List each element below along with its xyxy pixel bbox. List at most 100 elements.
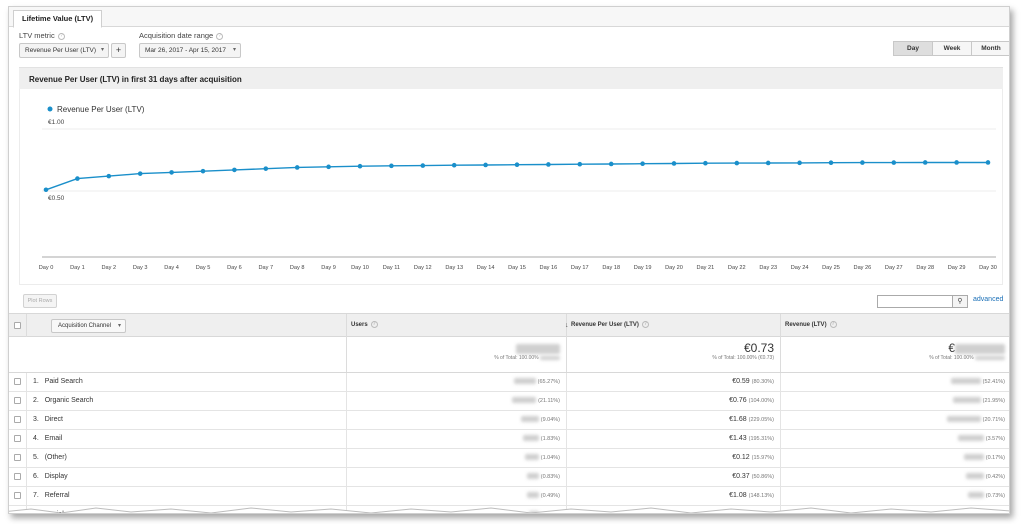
data-point [828, 160, 834, 166]
data-point [357, 163, 363, 169]
x-tick-label: Day 5 [196, 265, 211, 271]
channel-name[interactable]: Paid Search [44, 378, 83, 385]
users-pct: (65.27%) [537, 379, 560, 385]
date-range-dropdown[interactable]: Mar 26, 2017 - Apr 15, 2017 ▾ [139, 43, 241, 58]
rpu-cell: €0.12 (15.97%) [567, 449, 781, 467]
revenue-column-header[interactable]: Revenue (LTV)? [781, 314, 1009, 337]
channel-cell: 2. Organic Search [27, 392, 347, 410]
users-cell: (21.11%) [347, 392, 567, 410]
advanced-filter-link[interactable]: advanced [973, 296, 1004, 303]
totals-revenue-value: € [948, 341, 955, 355]
data-point [389, 163, 394, 169]
plot-rows-button[interactable]: Plot Rows [23, 294, 57, 308]
help-icon[interactable]: ? [57, 32, 65, 40]
ltv-metric-dropdown[interactable]: Revenue Per User (LTV) ▾ [19, 43, 109, 58]
row-checkbox-cell [9, 411, 27, 429]
table-row[interactable]: 5. (Other) (1.04%) €0.12 (15.97%) (0.17%) [9, 449, 1009, 468]
data-point [43, 187, 49, 193]
data-point [640, 161, 645, 167]
rpu-pct: (229.05%) [748, 417, 774, 423]
totals-revenue-cell: € % of Total: 100.00% [781, 337, 1009, 372]
row-checkbox[interactable] [14, 416, 21, 423]
granularity-week-button[interactable]: Week [932, 41, 972, 56]
row-checkbox[interactable] [14, 454, 21, 461]
redacted-value [522, 435, 539, 442]
search-icon[interactable]: ⚲ [953, 295, 968, 308]
torn-edge-decoration [9, 507, 1009, 513]
redacted-value [526, 492, 539, 499]
select-all-checkbox[interactable] [14, 322, 21, 329]
revenue-pct: (20.71%) [982, 417, 1005, 423]
date-range-label-text: Acquisition date range [139, 31, 214, 40]
revenue-pct: (0.73%) [985, 493, 1005, 499]
rpu-value: €0.37 [732, 473, 750, 480]
redacted-value [528, 511, 539, 513]
table-row[interactable]: 3. Direct (9.04%) €1.68 (229.05%) (20.71%… [9, 411, 1009, 430]
channel-cell: 3. Direct [27, 411, 347, 429]
x-tick-label: Day 25 [822, 265, 840, 271]
x-tick-label: Day 19 [634, 265, 652, 271]
table-row[interactable]: 6. Display (0.83%) €0.37 (50.86%) (0.42%) [9, 468, 1009, 487]
table-row[interactable]: 7. Referral (0.49%) €1.08 (148.13%) (0.73… [9, 487, 1009, 506]
data-point [922, 160, 928, 165]
users-cell: (1.04%) [347, 449, 567, 467]
row-index: 7. [33, 492, 39, 499]
revenue-pct: (52.41%) [982, 379, 1005, 385]
users-cell: (0.83%) [347, 468, 567, 486]
rpu-column-header[interactable]: Revenue Per User (LTV)? [567, 314, 781, 337]
channel-name[interactable]: Email [44, 435, 63, 442]
channel-cell: 6. Display [27, 468, 347, 486]
help-icon[interactable]: ? [641, 320, 649, 328]
x-tick-label: Day 8 [290, 265, 305, 271]
add-metric-button[interactable]: + [111, 43, 126, 58]
revenue-cell: (21.95%) [781, 392, 1009, 410]
table-row[interactable]: 4. Email (1.83%) €1.43 (195.31%) (3.57%) [9, 430, 1009, 449]
help-icon[interactable]: ? [370, 320, 378, 328]
granularity-day-button[interactable]: Day [893, 41, 933, 56]
totals-users-pct: % of Total: 100.00% [494, 355, 539, 361]
data-point [232, 167, 237, 173]
table-row[interactable]: 1. Paid Search (65.27%) €0.59 (80.30%) (5… [9, 373, 1009, 392]
data-point [671, 161, 677, 166]
channel-name[interactable]: (Other) [44, 454, 67, 461]
x-tick-label: Day 16 [540, 265, 558, 271]
revenue-cell: (0.73%) [781, 487, 1009, 505]
data-point [420, 163, 426, 168]
data-point [546, 162, 551, 167]
rpu-cell: €1.08 (148.13%) [567, 487, 781, 505]
tab-lifetime-value[interactable]: Lifetime Value (LTV) [13, 10, 103, 28]
row-checkbox[interactable] [14, 435, 21, 442]
data-point [954, 160, 959, 165]
sort-descending-icon[interactable]: ↓ [565, 322, 569, 329]
data-point [860, 160, 865, 165]
data-point [169, 170, 174, 175]
revenue-cell: (52.41%) [781, 373, 1009, 391]
data-point [985, 160, 991, 165]
row-checkbox-cell [9, 449, 27, 467]
channel-name[interactable]: Referral [44, 492, 70, 499]
x-tick-label: Day 7 [258, 265, 273, 271]
row-checkbox[interactable] [14, 378, 21, 385]
row-checkbox[interactable] [14, 397, 21, 404]
table-search-input[interactable] [877, 295, 953, 308]
x-tick-label: Day 3 [133, 265, 148, 271]
row-checkbox[interactable] [14, 473, 21, 480]
dimension-dropdown[interactable]: Acquisition Channel ▾ [51, 319, 127, 333]
data-point [75, 176, 80, 181]
revenue-cell: (20.71%) [781, 411, 1009, 429]
help-icon[interactable]: ? [829, 320, 837, 328]
dimension-dropdown-label: Acquisition Channel [58, 323, 112, 329]
rpu-header-label: Revenue Per User (LTV) [571, 322, 639, 328]
channel-name[interactable]: Organic Search [44, 397, 94, 404]
help-icon[interactable]: ? [216, 32, 224, 40]
rpu-pct: (80.30%) [751, 379, 774, 385]
rpu-value: €1.68 [729, 416, 747, 423]
granularity-month-button[interactable]: Month [971, 41, 1009, 56]
users-column-header[interactable]: Users? [347, 314, 567, 337]
table-row[interactable]: 2. Organic Search (21.11%) €0.76 (104.00%… [9, 392, 1009, 411]
row-checkbox[interactable] [14, 492, 21, 499]
totals-label-cell [9, 337, 347, 372]
channel-name[interactable]: Display [44, 473, 68, 480]
channel-name[interactable]: Direct [44, 416, 63, 423]
redacted-value [975, 355, 1005, 360]
